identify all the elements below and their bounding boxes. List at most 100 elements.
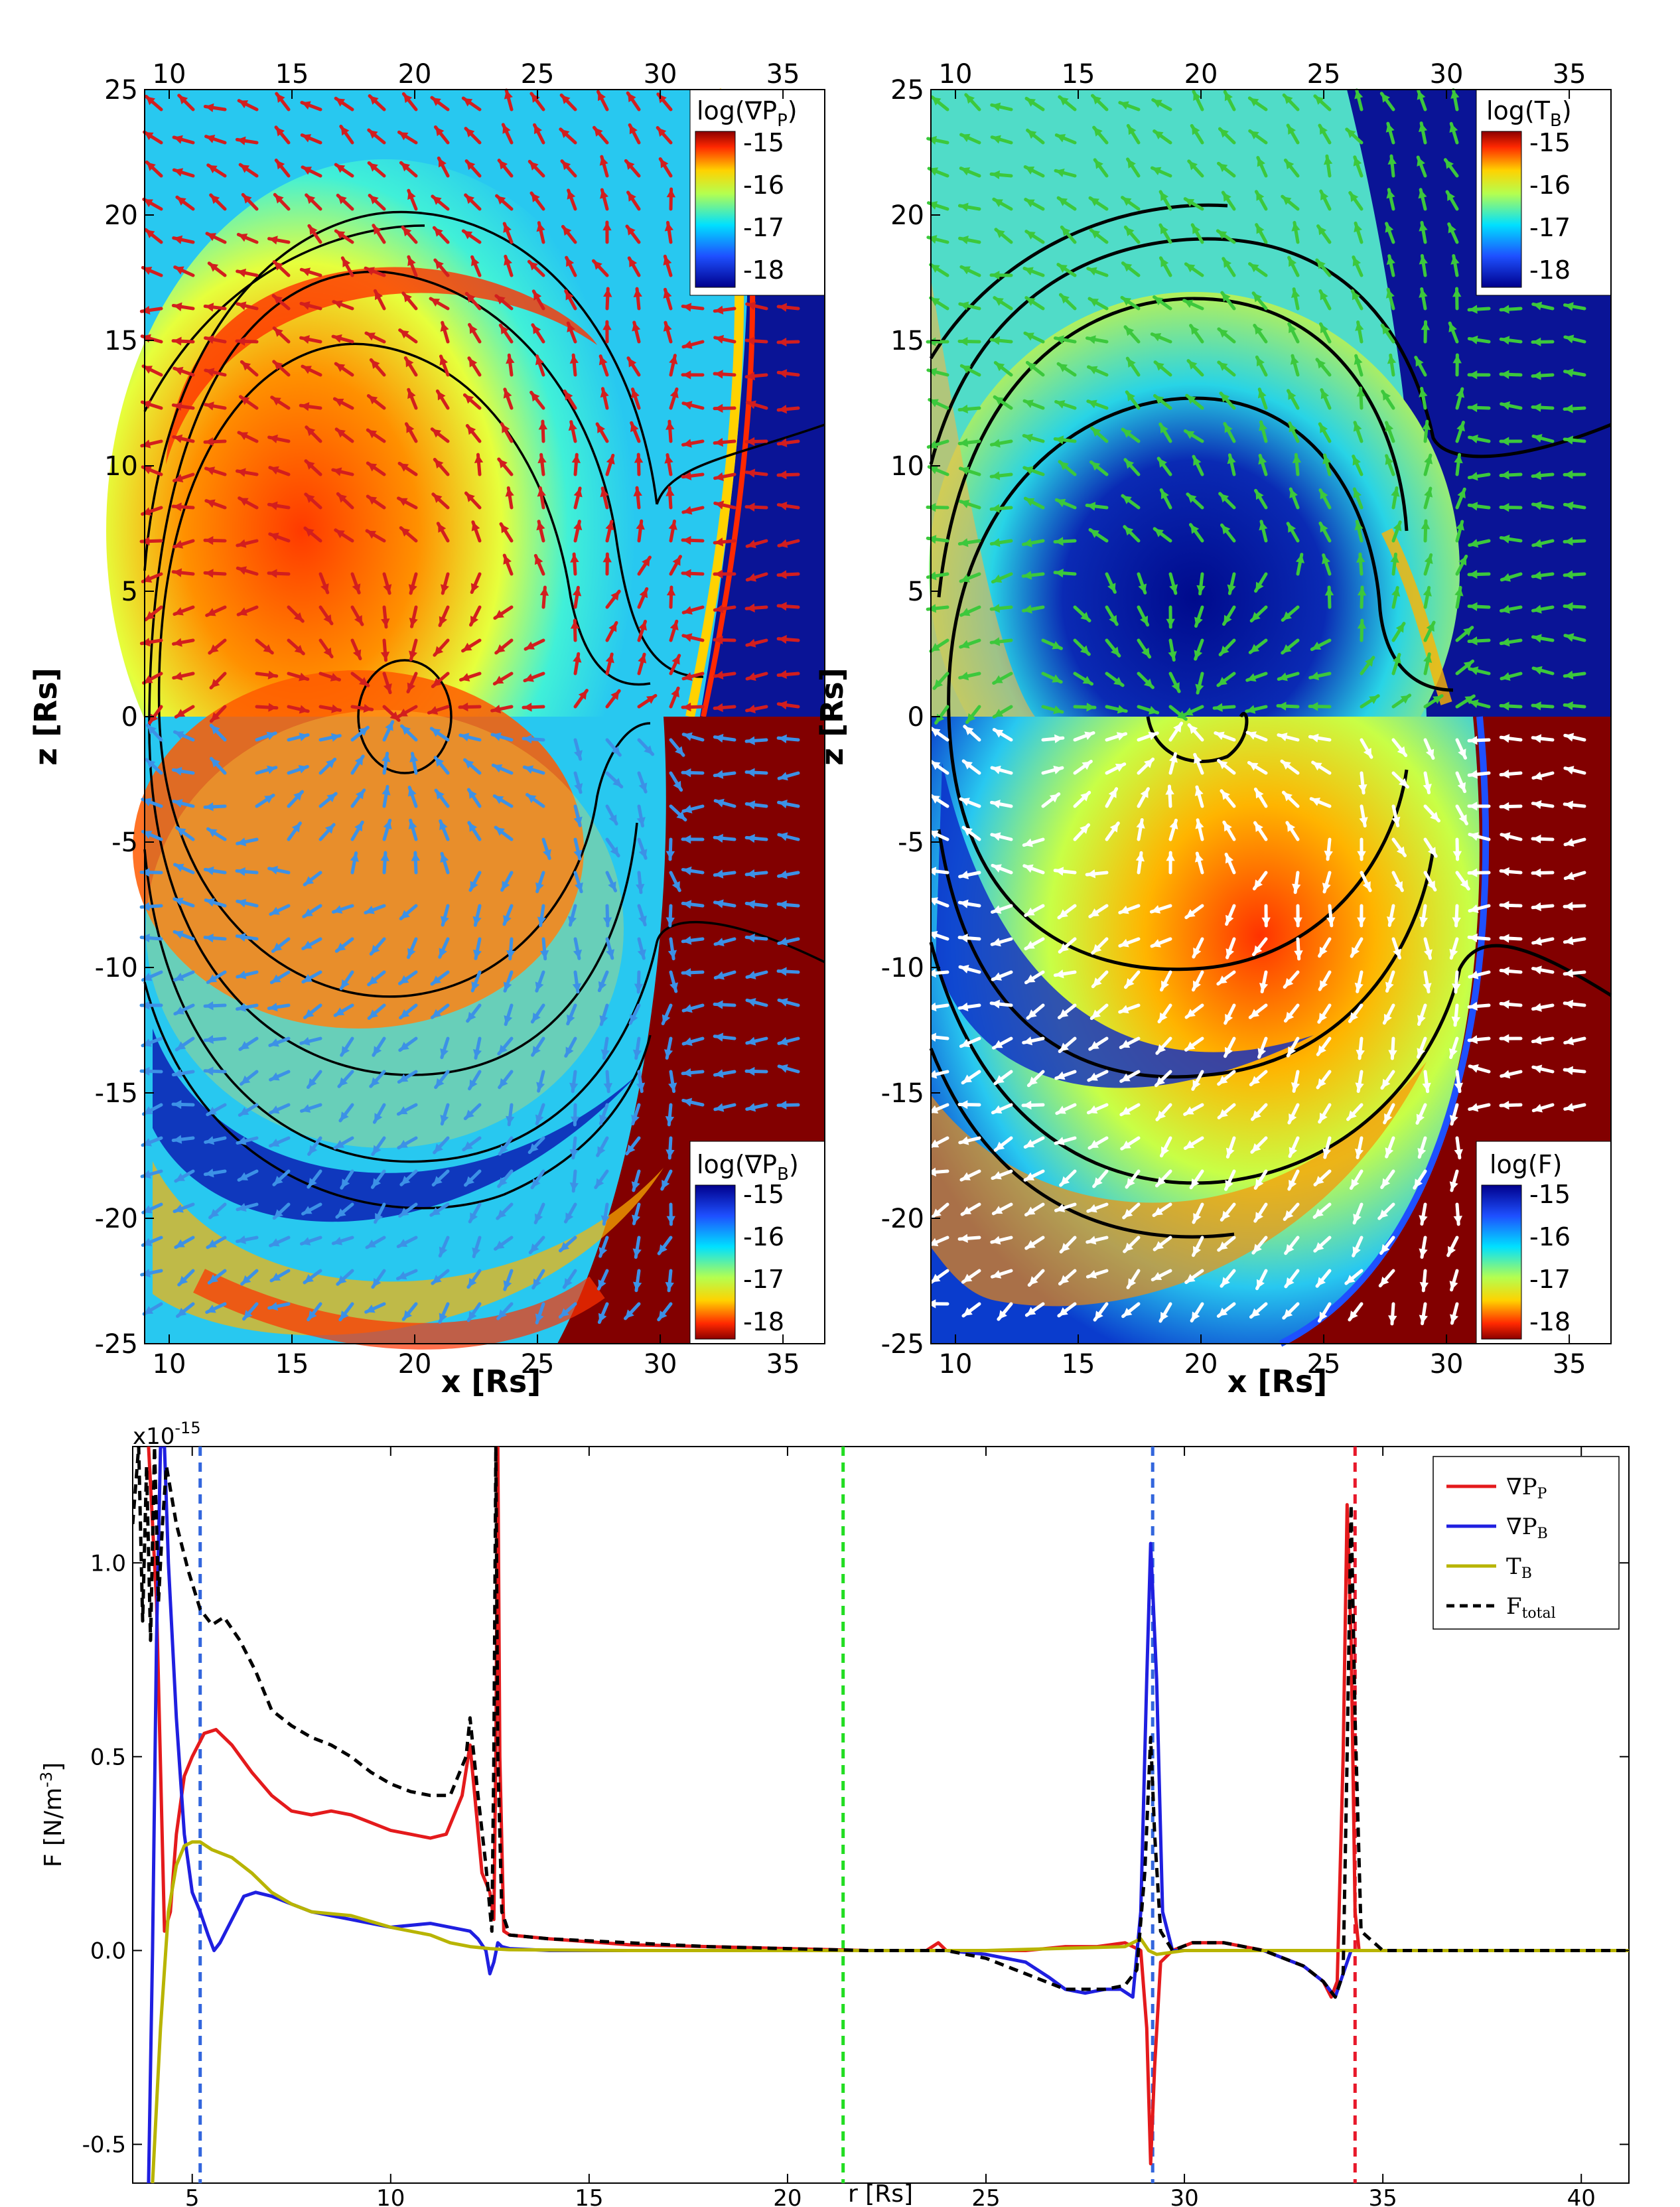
- vector-arrow-head: [1222, 525, 1231, 535]
- vector-arrow-head: [366, 332, 376, 341]
- vector-arrow-head: [382, 786, 391, 796]
- vector-arrow-head: [407, 190, 416, 200]
- vector-arrow-head: [276, 94, 285, 103]
- vector-arrow-head: [174, 606, 184, 616]
- vector-arrow-head: [715, 305, 724, 315]
- vector-arrow-head: [930, 264, 940, 273]
- vector-arrow-head: [1159, 1012, 1168, 1022]
- vector-arrow-head: [1155, 528, 1164, 537]
- z-tick-label: -15: [95, 1078, 138, 1109]
- vector-arrow-head: [1533, 539, 1543, 548]
- vector-arrow-head: [779, 772, 788, 781]
- vector-arrow-head: [993, 972, 1003, 981]
- vector-arrow-head: [665, 917, 675, 926]
- vector-arrow-head: [173, 766, 182, 776]
- vector-arrow-head: [336, 231, 346, 240]
- vector-arrow-head: [466, 293, 476, 303]
- vector-arrow-head: [149, 713, 159, 723]
- vector-arrow-head: [502, 124, 511, 134]
- vector-arrow-head: [715, 1000, 723, 1009]
- vector-arrow-head: [535, 1114, 544, 1124]
- vector-arrow-head: [1087, 502, 1096, 511]
- vector-arrow-head: [1128, 125, 1137, 135]
- vector-arrow-head: [208, 829, 218, 837]
- vector-arrow-head: [572, 587, 582, 597]
- vector-arrow-head: [176, 827, 186, 837]
- vector-arrow-head: [1381, 1078, 1391, 1088]
- vector-arrow-head: [336, 942, 346, 952]
- vector-arrow-head: [666, 1216, 675, 1224]
- vector-arrow-head: [1288, 390, 1296, 400]
- vector-arrow-head: [238, 607, 248, 616]
- vector-arrow-head: [1501, 900, 1509, 910]
- vector-arrow-head: [1283, 1309, 1293, 1318]
- vector-arrow-head: [1469, 970, 1479, 979]
- vector-arrow-head: [1024, 433, 1033, 443]
- vector-arrow-head: [293, 792, 303, 801]
- vector-arrow-head: [1565, 1036, 1575, 1046]
- vector-arrow-head: [1314, 96, 1324, 105]
- vector-arrow-head: [1353, 422, 1362, 432]
- x-tick-label: 20: [773, 2185, 802, 2207]
- vector-arrow-head: [303, 940, 313, 949]
- legend-label-grad-pb: ∇PB: [1506, 1514, 1548, 1542]
- vector-arrow-head: [778, 1036, 788, 1046]
- vector-arrow-head: [991, 504, 1000, 514]
- vector-arrow-head: [301, 334, 310, 344]
- vector-arrow-head: [175, 1006, 184, 1015]
- vector-arrow-head: [746, 468, 756, 478]
- vector-arrow-head: [995, 362, 1005, 372]
- vector-arrow-head: [1220, 493, 1229, 503]
- vector-arrow-head: [1419, 916, 1429, 926]
- vector-arrow-head: [370, 96, 379, 105]
- vector-arrow-head: [1215, 731, 1225, 741]
- vector-arrow-head: [994, 297, 1004, 306]
- vector-arrow-head: [237, 301, 247, 311]
- vector-arrow-head: [383, 683, 392, 693]
- vector-arrow-head: [301, 301, 311, 311]
- vector-arrow-head: [1565, 435, 1574, 445]
- vector-arrow-head: [928, 535, 937, 544]
- vector-arrow-head: [174, 168, 184, 177]
- vector-arrow-head: [1190, 524, 1200, 534]
- vector-arrow-head: [1469, 434, 1478, 444]
- vector-arrow-head: [1127, 392, 1135, 401]
- vector-arrow-head: [928, 1032, 937, 1042]
- vector-arrow-head: [1247, 731, 1257, 740]
- z-tick-label: 20: [890, 200, 924, 231]
- vector-arrow-head: [630, 423, 639, 433]
- vector-arrow-head: [1221, 1277, 1230, 1287]
- vector-arrow-head: [1056, 1071, 1066, 1080]
- vector-arrow-head: [1415, 357, 1424, 367]
- vector-arrow-head: [606, 949, 615, 958]
- vector-arrow-head: [529, 261, 538, 271]
- vector-arrow-head: [1433, 695, 1442, 704]
- z-tick-label: 0: [121, 702, 138, 733]
- vector-arrow-head: [675, 746, 684, 756]
- vector-arrow-head: [931, 761, 941, 770]
- vector-arrow-head: [439, 616, 448, 626]
- vector-arrow-head: [1091, 462, 1101, 471]
- vector-arrow-head: [991, 336, 1001, 345]
- vector-arrow-head: [1449, 1115, 1458, 1124]
- vector-arrow-head: [174, 135, 183, 144]
- vector-arrow-head: [1259, 983, 1269, 992]
- vector-arrow-head: [1430, 812, 1439, 821]
- vector-arrow-head: [1141, 648, 1150, 657]
- vector-arrow-head: [1469, 1034, 1478, 1044]
- vector-arrow-head: [1533, 902, 1541, 912]
- left-map-axes: 1010151520202525303035352520151050-5-10-…: [95, 59, 800, 1380]
- vector-arrow-head: [626, 1144, 636, 1154]
- vector-arrow-head: [143, 1205, 153, 1214]
- vector-arrow-head: [1225, 914, 1234, 924]
- vector-arrow-head: [174, 366, 184, 376]
- vector-arrow-head: [1289, 423, 1297, 433]
- vector-arrow-head: [1154, 297, 1164, 306]
- vector-arrow-head: [274, 261, 283, 271]
- vector-arrow-head: [506, 1115, 515, 1125]
- lineplot-scale-label: x10-15: [133, 1419, 201, 1450]
- vector-arrow-head: [631, 1114, 640, 1124]
- vector-arrow-head: [663, 322, 672, 332]
- vector-arrow-head: [1424, 555, 1433, 564]
- vector-arrow-head: [302, 167, 312, 175]
